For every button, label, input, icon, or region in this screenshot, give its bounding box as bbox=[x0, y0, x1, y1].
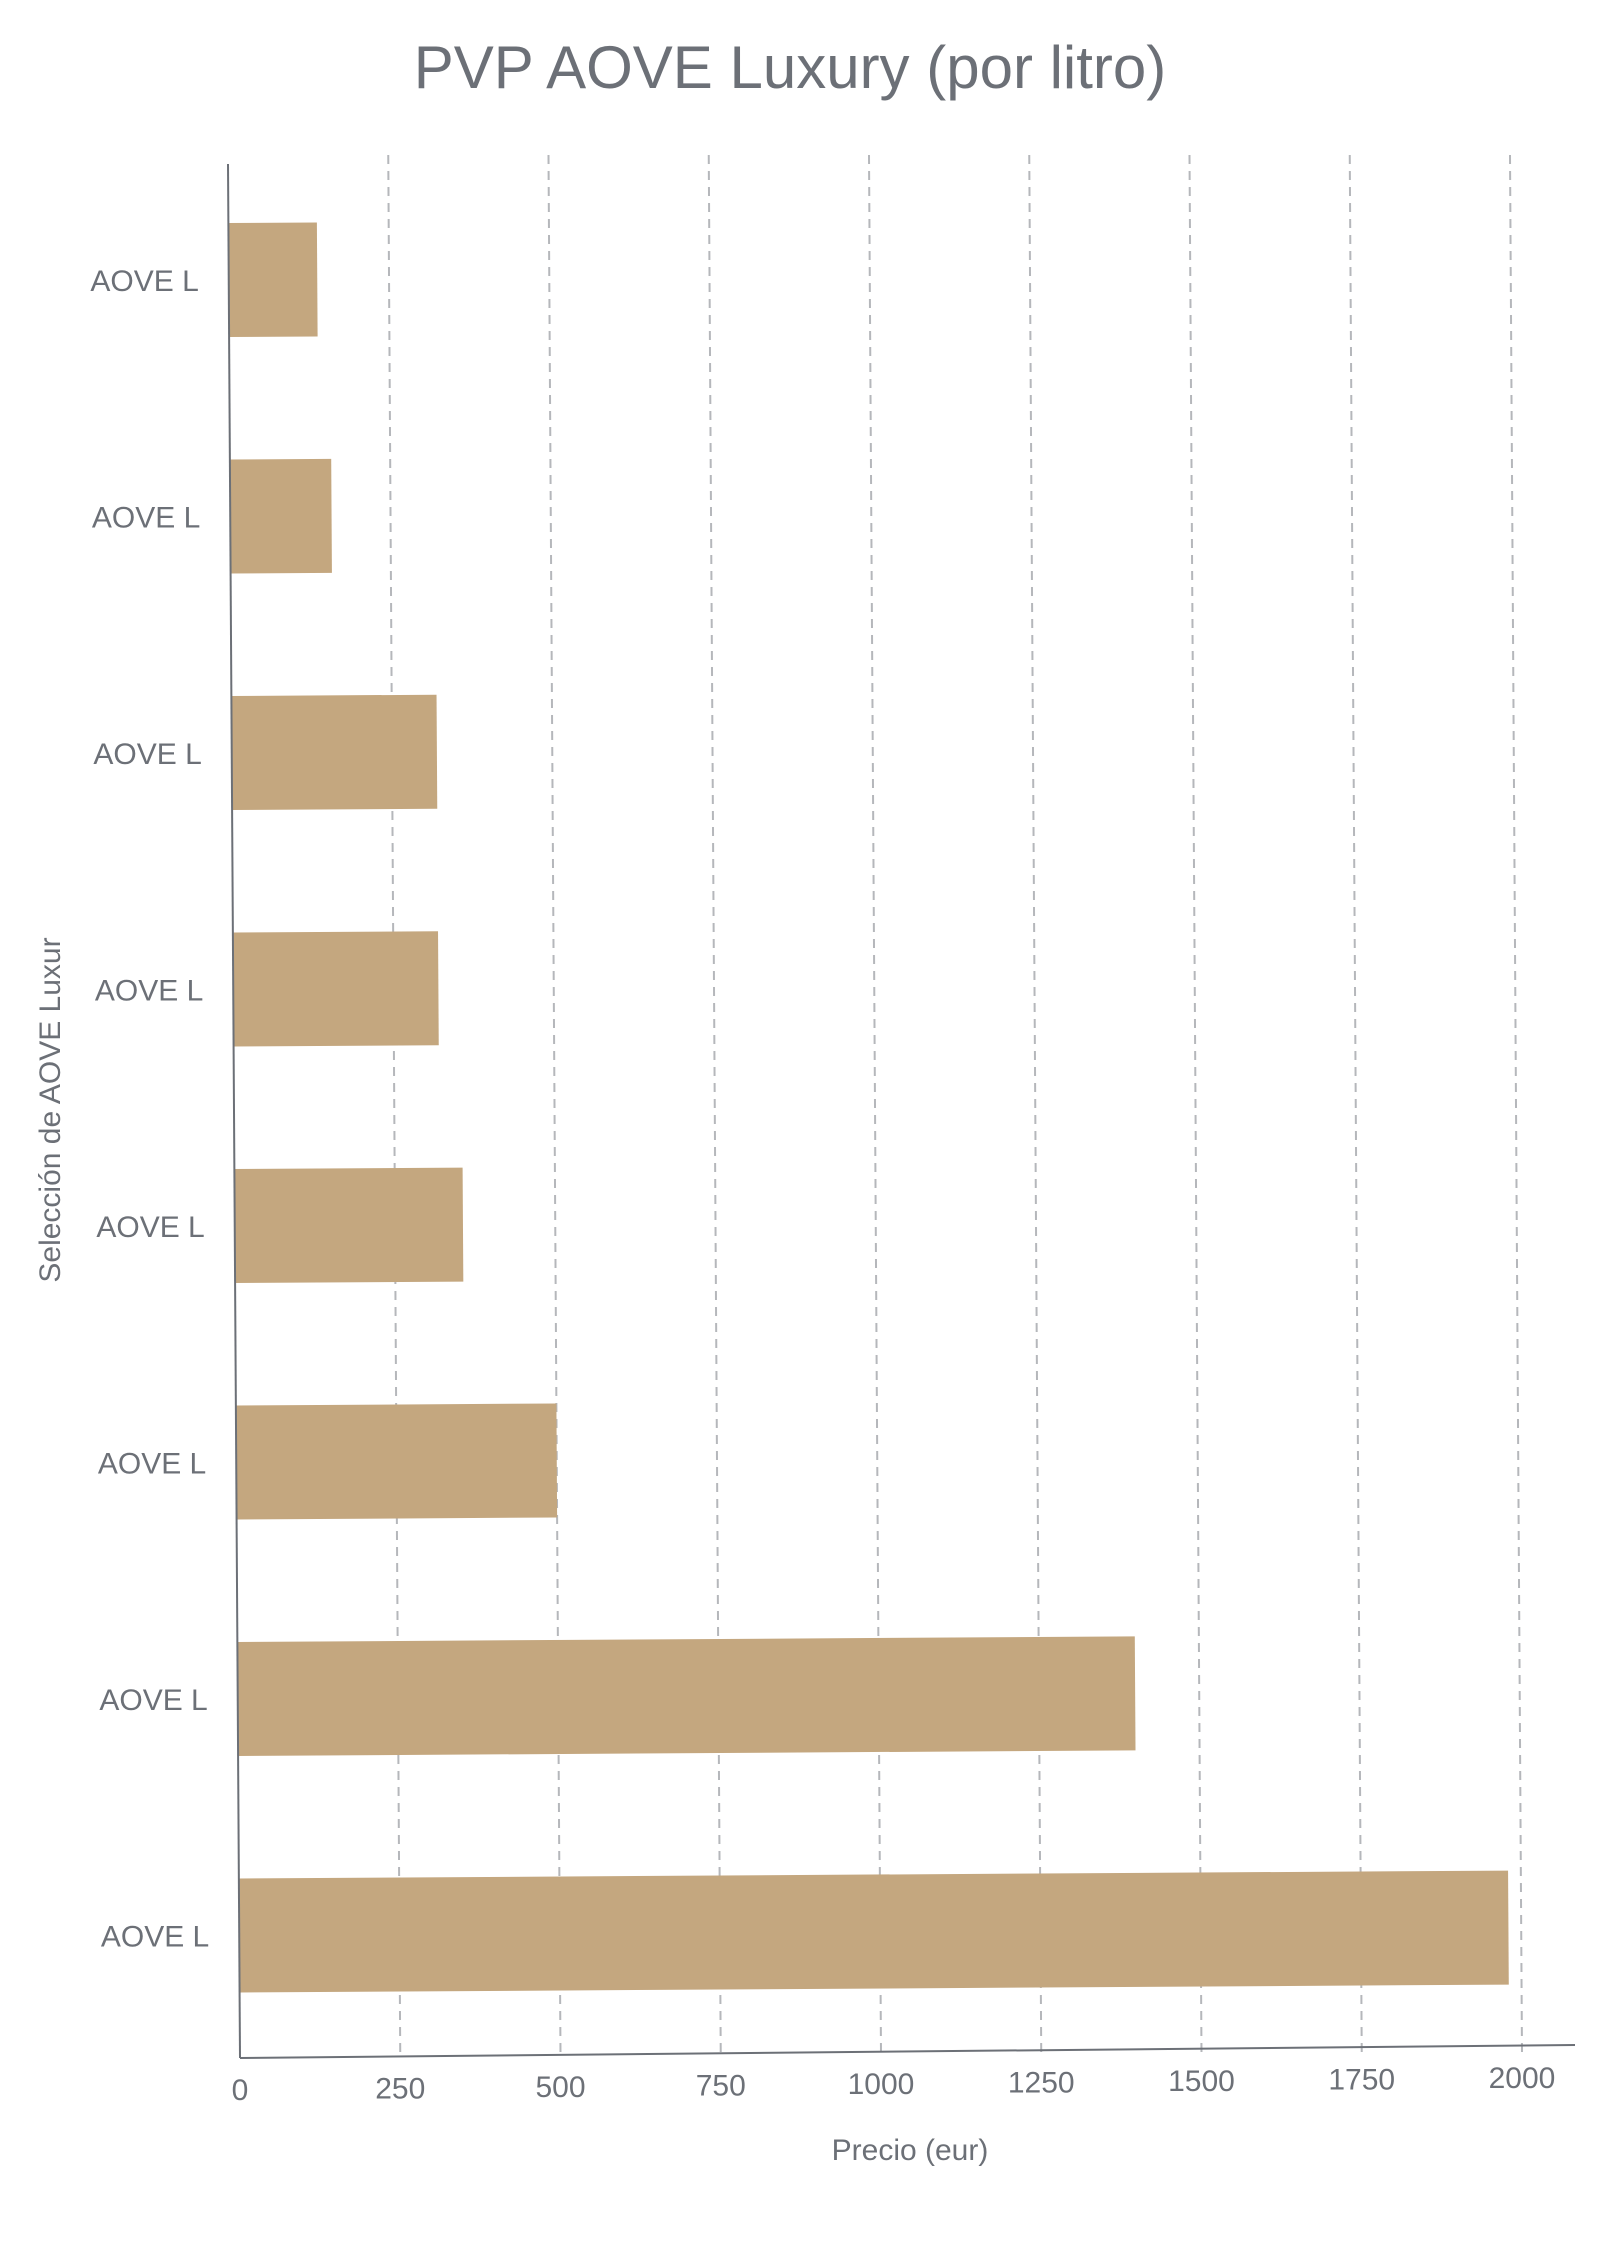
x-tick-label: 1500 bbox=[1168, 2065, 1235, 2098]
x-tick-label: 250 bbox=[375, 2073, 425, 2106]
x-tick-label: 2000 bbox=[1489, 2062, 1556, 2095]
category-label: AOVE L bbox=[101, 1921, 209, 1954]
category-label: AOVE L bbox=[92, 502, 200, 535]
grid-line bbox=[547, 154, 562, 2056]
x-tick-labels: 0 250 500 750 1000 1250 1500 1750 2000 bbox=[232, 2062, 1556, 2107]
bar bbox=[228, 222, 318, 337]
bars bbox=[228, 222, 1509, 1993]
bar bbox=[235, 1403, 558, 1520]
category-label: AOVE L bbox=[95, 975, 203, 1008]
category-label: AOVE L bbox=[90, 265, 198, 298]
grid-lines bbox=[387, 154, 1523, 2056]
axes bbox=[227, 163, 1576, 2059]
bar bbox=[229, 458, 332, 574]
grid-line bbox=[1348, 154, 1363, 2056]
x-tick-label: 1250 bbox=[1008, 2067, 1075, 2100]
category-label: AOVE L bbox=[96, 1211, 204, 1244]
x-tick-label: 0 bbox=[232, 2074, 249, 2107]
y-axis-label: Selección de AOVE Luxur bbox=[34, 937, 67, 1282]
category-label: AOVE L bbox=[98, 1448, 206, 1481]
x-tick-label: 1750 bbox=[1328, 2064, 1395, 2097]
category-labels: AOVE L AOVE L AOVE L AOVE L AOVE L AOVE L AOVE… bbox=[90, 265, 209, 1954]
grid-line bbox=[1028, 154, 1043, 2056]
bar bbox=[232, 931, 439, 1047]
grid-line bbox=[1509, 154, 1523, 2056]
bar bbox=[234, 1167, 464, 1283]
x-tick-label: 1000 bbox=[848, 2068, 915, 2101]
chart-title: PVP AOVE Luxury (por litro) bbox=[414, 34, 1167, 101]
category-label: AOVE L bbox=[99, 1684, 207, 1717]
bar bbox=[238, 1870, 1509, 1993]
y-axis-line bbox=[227, 163, 241, 2059]
grid-line bbox=[1188, 154, 1203, 2056]
bar bbox=[231, 694, 438, 810]
x-axis-label: Precio (eur) bbox=[832, 2134, 989, 2167]
bar bbox=[237, 1636, 1136, 1756]
grid-line bbox=[387, 154, 402, 2056]
grid-line bbox=[868, 154, 882, 2056]
category-label: AOVE L bbox=[93, 738, 201, 771]
x-tick-label: 750 bbox=[696, 2070, 746, 2103]
x-tick-label: 500 bbox=[535, 2071, 585, 2104]
x-axis-line bbox=[239, 2044, 1576, 2059]
grid-line bbox=[707, 154, 722, 2056]
